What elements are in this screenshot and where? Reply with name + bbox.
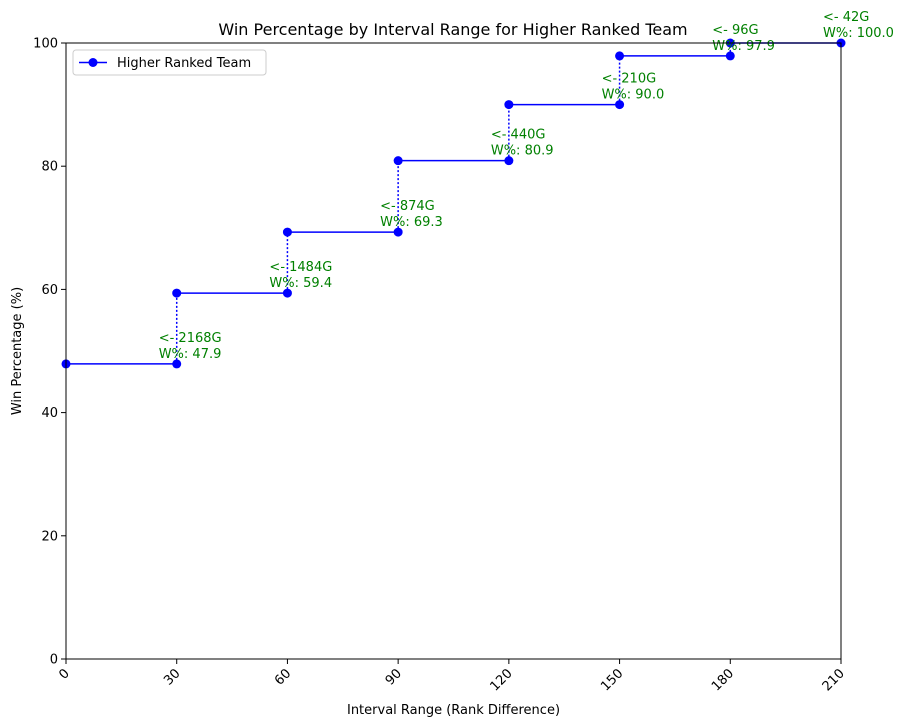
legend: Higher Ranked Team bbox=[72, 49, 267, 76]
plot-frame bbox=[65, 42, 842, 660]
y-tick-label: 80 bbox=[41, 160, 58, 175]
y-tick-label: 0 bbox=[50, 653, 58, 668]
annotation-win-pct: W%: 97.9 bbox=[712, 39, 775, 54]
data-point bbox=[393, 156, 403, 166]
data-point bbox=[172, 288, 182, 298]
annotation-win-pct: W%: 90.0 bbox=[602, 88, 665, 103]
annotation-win-pct: W%: 59.4 bbox=[269, 276, 332, 291]
y-tick-label: 40 bbox=[41, 406, 58, 421]
data-point bbox=[282, 288, 292, 298]
x-tick-label: 60 bbox=[272, 666, 294, 688]
x-axis-label: Interval Range (Rank Difference) bbox=[347, 703, 560, 718]
axis-ticks: 0 30 60 90 120 150 180 210 0 20 40 60 80 100 bbox=[33, 37, 848, 695]
annotation-games: <- 2168G bbox=[159, 331, 222, 346]
x-tick-label: 0 bbox=[56, 666, 72, 682]
data-point bbox=[615, 100, 625, 110]
annotation-games: <- 1484G bbox=[269, 260, 332, 275]
x-tick-label: 150 bbox=[598, 666, 626, 694]
data-point bbox=[504, 100, 514, 110]
x-tick-label: 180 bbox=[709, 666, 737, 694]
data-point bbox=[725, 51, 735, 61]
annotation-games: <- 42G bbox=[823, 10, 869, 25]
x-tick-label: 120 bbox=[488, 666, 516, 694]
data-point bbox=[282, 227, 292, 237]
y-tick-label: 100 bbox=[33, 37, 58, 52]
x-tick-label: 30 bbox=[161, 666, 183, 688]
annotation-games: <- 96G bbox=[712, 23, 758, 38]
chart-title: Win Percentage by Interval Range for Hig… bbox=[218, 20, 687, 39]
y-axis-label: Win Percentage (%) bbox=[10, 287, 25, 415]
x-tick-label: 90 bbox=[383, 666, 405, 688]
series-higher-ranked-team bbox=[61, 38, 846, 369]
legend-marker bbox=[88, 58, 98, 67]
annotation-win-pct: W%: 100.0 bbox=[823, 26, 894, 41]
x-tick-label: 210 bbox=[820, 666, 848, 694]
data-point bbox=[172, 359, 182, 369]
data-point bbox=[393, 227, 403, 237]
legend-label: Higher Ranked Team bbox=[117, 56, 251, 71]
annotation-games: <- 440G bbox=[491, 128, 546, 143]
legend-box bbox=[72, 49, 267, 76]
y-tick-label: 20 bbox=[41, 529, 58, 544]
data-point bbox=[504, 156, 514, 166]
data-point bbox=[615, 51, 625, 61]
annotation-win-pct: W%: 47.9 bbox=[159, 347, 222, 362]
y-tick-label: 60 bbox=[41, 283, 58, 298]
annotation-games: <- 874G bbox=[380, 199, 435, 214]
annotation-win-pct: W%: 80.9 bbox=[491, 144, 554, 159]
annotation-games: <- 210G bbox=[602, 72, 657, 87]
annotation-win-pct: W%: 69.3 bbox=[380, 215, 443, 230]
